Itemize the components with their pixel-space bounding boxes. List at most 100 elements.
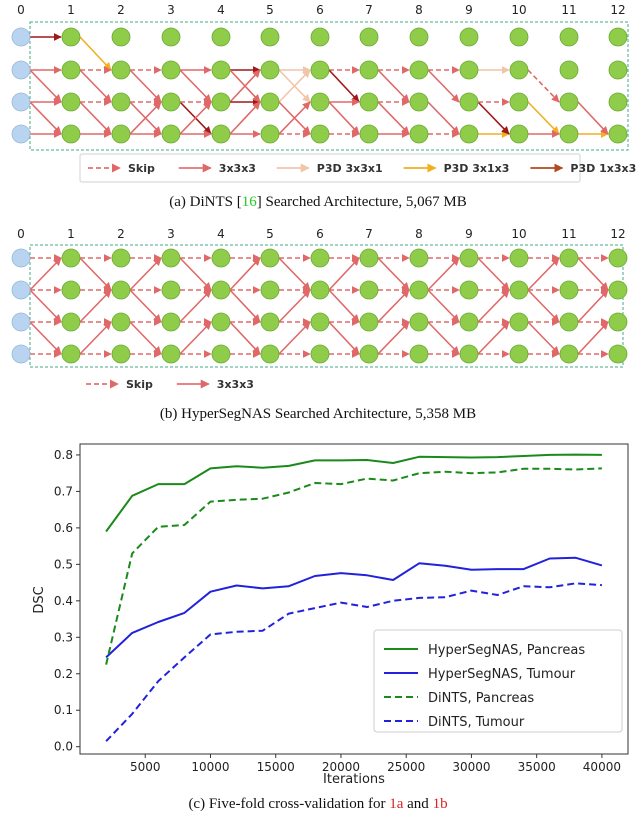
panel-a-caption: (a) DiNTS [16] Searched Architecture, 5,…: [169, 194, 466, 210]
panel-a-edges: [29, 33, 609, 138]
a-cell-node: [61, 60, 81, 80]
panel-a-legend-label-3: P3D 3x1x3: [444, 162, 510, 175]
a-edge: [229, 69, 261, 103]
chart-y-tick-label: 0.2: [54, 667, 73, 681]
panel-b-nodes: [11, 248, 628, 364]
panel-a-caption-ref[interactable]: 16: [242, 194, 258, 210]
b-input-node: [11, 344, 31, 364]
b-edge: [229, 289, 261, 323]
a-cell-node: [608, 60, 628, 80]
b-cell-node: [211, 344, 231, 364]
a-column-label-6: 6: [316, 3, 324, 17]
b-cell-node: [559, 248, 579, 268]
a-cell-node: [459, 124, 479, 144]
a-cell-node: [260, 92, 280, 112]
b-edge: [129, 257, 162, 291]
b-cell-node: [61, 280, 81, 300]
b-column-label-5: 5: [266, 227, 274, 241]
a-cell-node: [409, 27, 429, 47]
panel-b-legend-label-1: 3x3x3: [217, 378, 254, 391]
chart-x-tick-label: 25000: [387, 760, 425, 774]
a-cell-node: [459, 27, 479, 47]
chart-y-tick-label: 0.5: [54, 557, 73, 571]
b-edge: [427, 289, 460, 323]
chart-y-tick-label: 0.8: [54, 448, 73, 462]
a-cell-node: [559, 60, 579, 80]
chart-legend-label-3: DiNTS, Tumour: [428, 715, 525, 730]
chart-y-tick-label: 0.7: [54, 484, 73, 498]
b-cell-node: [409, 280, 429, 300]
a-column-label-11: 11: [561, 3, 576, 17]
a-cell-node: [608, 27, 628, 47]
b-cell-node: [211, 248, 231, 268]
a-cell-node: [409, 124, 429, 144]
chart-legend: HyperSegNAS, Pancreas HyperSegNAS, Tumour…: [373, 629, 623, 733]
a-cell-node: [608, 124, 628, 144]
b-edge: [179, 257, 212, 291]
chart-x-tick-label: 5000: [130, 760, 161, 774]
b-edge: [377, 289, 410, 323]
b-edge: [377, 257, 410, 291]
b-cell-node: [111, 312, 131, 332]
b-input-node: [11, 248, 31, 268]
panel-a-legend-box: [79, 153, 581, 183]
b-cell-node: [260, 280, 280, 300]
a-cell-node: [61, 92, 81, 112]
b-edge: [527, 257, 560, 291]
chart-series-line-1: [105, 556, 603, 659]
a-cell-node: [111, 92, 131, 112]
a-column-label-0: 0: [17, 3, 25, 17]
chart-series-line-0: [105, 453, 602, 533]
b-cell-node: [359, 248, 379, 268]
chart-y-tick-label: 0.3: [54, 630, 73, 644]
panel-c-caption-ref-1b[interactable]: 1b: [433, 796, 448, 812]
a-column-label-3: 3: [167, 3, 175, 17]
b-cell-node: [359, 344, 379, 364]
a-cell-node: [310, 92, 330, 112]
b-cell-node: [459, 280, 479, 300]
a-edge: [29, 101, 62, 135]
a-input-node: [11, 92, 31, 112]
b-edge: [229, 321, 261, 355]
b-cell-node: [61, 344, 81, 364]
a-cell-node: [161, 60, 181, 80]
b-column-label-1: 1: [67, 227, 75, 241]
a-edge: [129, 101, 162, 135]
chart-x-tick-label: 10000: [191, 760, 229, 774]
b-edge: [577, 321, 609, 355]
b-cell-node: [459, 312, 479, 332]
panel-c-caption-ref-1a[interactable]: 1a: [389, 796, 404, 812]
b-cell-node: [161, 312, 181, 332]
chart-x-axis-label: Iterations: [323, 772, 385, 787]
b-edge: [79, 321, 112, 355]
a-edge: [328, 69, 360, 103]
b-edge: [129, 289, 162, 323]
a-column-label-9: 9: [465, 3, 473, 17]
a-edge: [79, 36, 112, 71]
panel-b-hypersegnas-architecture: 0 1 2 3 4 5 6 7 8 9 10 11 12 Skip 3x3x3 (b) HyperSegN…: [11, 227, 628, 422]
chart-series-line-3: [105, 582, 602, 742]
a-column-label-7: 7: [365, 3, 373, 17]
a-cell-node: [409, 92, 429, 112]
a-cell-node: [509, 27, 529, 47]
a-cell-node: [161, 27, 181, 47]
b-edge: [527, 321, 560, 355]
a-cell-node: [111, 60, 131, 80]
b-cell-node: [409, 312, 429, 332]
a-input-node: [11, 60, 31, 80]
b-edge: [328, 321, 360, 355]
b-cell-node: [509, 312, 529, 332]
b-cell-node: [61, 312, 81, 332]
a-cell-node: [211, 124, 231, 144]
a-cell-node: [260, 60, 280, 80]
b-cell-node: [111, 344, 131, 364]
b-cell-node: [459, 248, 479, 268]
b-cell-node: [61, 248, 81, 268]
b-cell-node: [559, 280, 579, 300]
b-edge: [29, 289, 62, 323]
a-cell-node: [260, 27, 280, 47]
panel-b-legend-label-0: Skip: [126, 378, 153, 391]
b-column-label-4: 4: [217, 227, 225, 241]
b-edge: [427, 257, 460, 291]
b-column-label-12: 12: [610, 227, 625, 241]
